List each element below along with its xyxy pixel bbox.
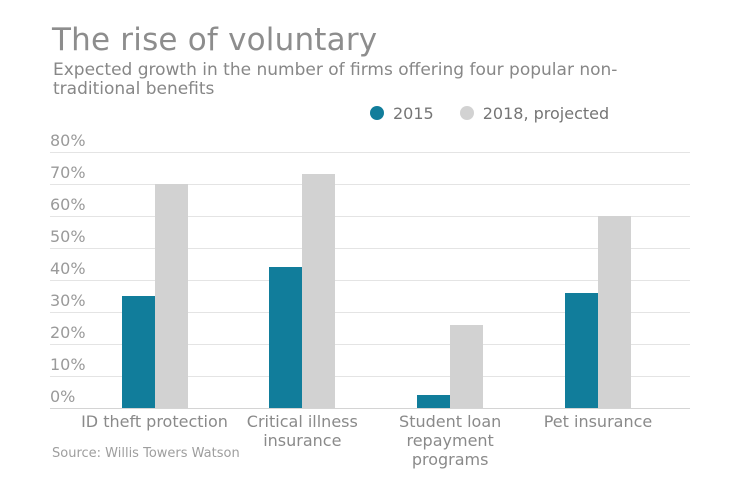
legend-item-2018: 2018, projected — [459, 103, 610, 123]
y-gridline-70 — [50, 184, 690, 185]
y-tick-label-0: 0% — [50, 387, 76, 406]
x-category-label-pet-insurance: Pet insurance — [543, 412, 653, 431]
y-gridline-80 — [50, 152, 690, 153]
legend-item-2015: 2015 — [370, 104, 434, 123]
y-gridline-30 — [50, 312, 690, 313]
y-gridline-40 — [50, 280, 690, 281]
y-tick-label-20: 20% — [50, 323, 86, 342]
y-tick-label-40: 40% — [50, 259, 86, 278]
legend: 2015 2018, projected — [370, 103, 635, 123]
y-tick-label-50: 50% — [50, 227, 86, 246]
x-category-label-id-theft-protection: ID theft protection — [81, 412, 228, 431]
bar-2015-student-loan-repayment-programs — [417, 395, 451, 408]
legend-label-2018: 2018, projected — [482, 103, 610, 123]
bar-2015-critical-illness-insurance — [269, 267, 303, 408]
y-tick-label-10: 10% — [50, 355, 86, 374]
y-tick-label-60: 60% — [50, 195, 86, 214]
x-category-label-critical-illness-insurance: Critical illness insurance — [246, 412, 358, 450]
y-gridline-50 — [50, 248, 690, 249]
legend-label-2015: 2015 — [393, 103, 434, 123]
bar-2018-critical-illness-insurance — [302, 174, 336, 408]
source-attribution: Source: Willis Towers Watson — [52, 446, 240, 461]
chart-subtitle: Expected growth in the number of firms o… — [53, 60, 618, 99]
bar-2018-pet-insurance — [597, 216, 631, 408]
bar-2018-student-loan-repayment-programs — [450, 324, 484, 408]
bar-2018-id-theft-protection — [154, 184, 188, 408]
bar-2015-id-theft-protection — [121, 296, 155, 408]
y-tick-label-70: 70% — [50, 163, 86, 182]
bar-2015-pet-insurance — [564, 292, 598, 408]
y-gridline-60 — [50, 216, 690, 217]
legend-dot-2018-icon — [459, 106, 474, 120]
y-tick-label-80: 80% — [50, 131, 86, 150]
chart-title: The rise of voluntary — [52, 22, 378, 58]
y-gridline-20 — [50, 344, 690, 345]
y-gridline-10 — [50, 376, 690, 377]
x-category-label-student-loan-repayment-programs: Student loan repayment programs — [399, 412, 502, 469]
y-tick-label-30: 30% — [50, 291, 86, 310]
legend-dot-2015-icon — [370, 106, 384, 120]
y-gridline-0 — [50, 408, 690, 409]
